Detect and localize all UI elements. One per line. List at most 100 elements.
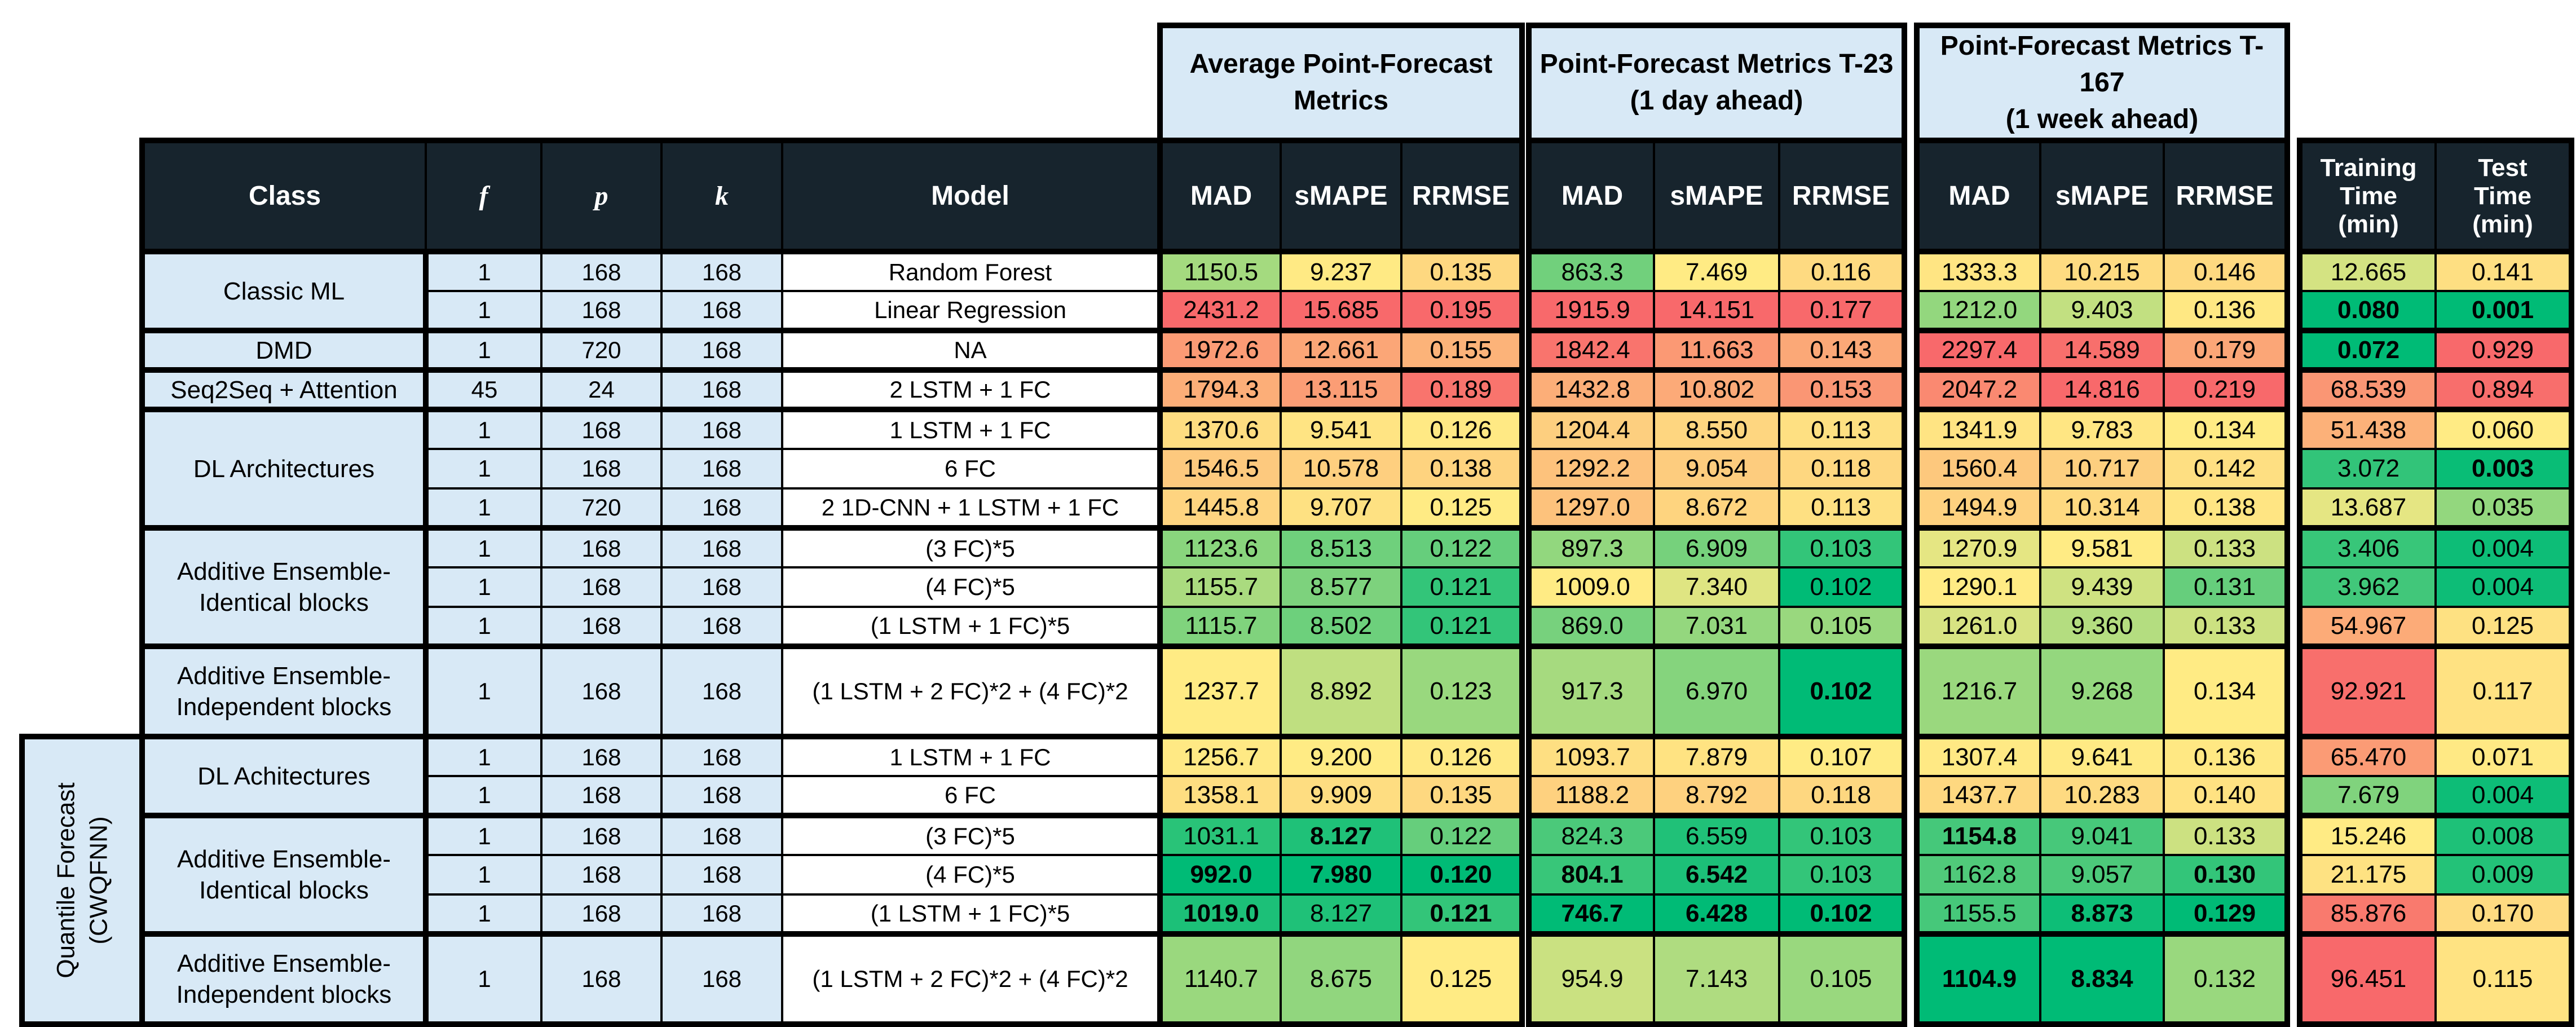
value-cell-t167-rrmse: 0.136 [2163,290,2290,332]
model-cell: Random Forest [781,249,1161,293]
value-cell-avg-rrmse: 0.155 [1400,328,1525,372]
param-cell-k: 168 [660,525,783,569]
value-cell-avg-smape: 8.502 [1280,606,1402,648]
value-cell-avg-mad: 2431.2 [1157,290,1282,332]
param-cell-f: 1 [423,290,542,332]
value-cell-t23-rrmse: 0.105 [1778,606,1907,648]
value-cell-avg-smape: 9.200 [1280,734,1402,778]
param-cell-k: 168 [660,893,783,936]
spacer [1522,488,1529,528]
spacer [1522,409,1529,449]
value-cell-t167-rrmse: 0.131 [2163,566,2290,609]
spacer [2287,370,2300,410]
spacer [1522,449,1529,489]
param-cell-f: 1 [423,566,542,609]
label-line: Independent blocks [176,981,392,1009]
spacer [2287,607,2300,647]
param-cell-p: 168 [540,606,663,648]
value-cell-t167-smape: 14.816 [2039,367,2165,411]
value-cell-t167-mad: 2297.4 [1914,328,2041,372]
param-cell-k: 168 [660,606,783,648]
label-line: Point-Forecast Metrics T-23 [1540,49,1894,80]
model-cell: 6 FC [781,775,1161,817]
class-cell: Additive Ensemble- Independent blocks [139,931,427,1027]
spacer [22,567,142,607]
param-cell-f: 1 [423,606,542,648]
spacer [2287,409,2300,449]
value-cell-t167-smape: 14.589 [2039,328,2165,372]
spacer [2287,528,2300,568]
value-cell-avg-rrmse: 0.122 [1400,813,1525,857]
value-cell-t167-rrmse: 0.146 [2163,249,2290,293]
value-cell-t23-smape: 6.542 [1653,854,1780,896]
value-cell-avg-rrmse: 0.125 [1400,931,1525,1027]
param-cell-p: 168 [540,525,663,569]
value-cell-t167-mad: 1307.4 [1914,734,2041,778]
spacer [22,25,1160,141]
value-cell-t23-rrmse: 0.113 [1778,407,1907,451]
param-cell-f: 1 [423,854,542,896]
param-cell-f: 1 [423,407,542,451]
value-cell-t23-smape: 8.672 [1653,487,1780,530]
value-cell-training-time: 51.438 [2297,407,2437,451]
spacer [1904,252,1917,292]
value-cell-t167-rrmse: 0.129 [2163,893,2290,936]
param-cell-p: 168 [540,854,663,896]
value-cell-t167-mad: 1437.7 [1914,775,2041,817]
spacer [1904,816,1917,856]
spacer [1522,737,1529,777]
value-cell-test-time: 0.894 [2434,367,2574,411]
value-cell-t23-smape: 9.054 [1653,448,1780,490]
value-cell-training-time: 7.679 [2297,775,2437,817]
value-cell-t23-mad: 1842.4 [1526,328,1655,372]
class-cell: DL Achitectures [139,734,427,817]
value-cell-avg-smape: 9.707 [1280,487,1402,530]
value-cell-training-time: 21.175 [2297,854,2437,896]
value-cell-t23-rrmse: 0.113 [1778,487,1907,530]
model-cell: (3 FC)*5 [781,813,1161,857]
value-cell-avg-mad: 1972.6 [1157,328,1282,372]
value-cell-test-time: 0.001 [2434,290,2574,332]
spacer [2287,140,2300,252]
value-cell-t23-smape: 11.663 [1653,328,1780,372]
value-cell-t167-rrmse: 0.134 [2163,407,2290,451]
value-cell-avg-rrmse: 0.121 [1400,606,1525,648]
spacer [1904,409,1917,449]
spacer [2287,776,2300,816]
spacer [1522,370,1529,410]
model-cell: (1 LSTM + 2 FC)*2 + (4 FC)*2 [781,643,1161,738]
value-cell-avg-smape: 9.909 [1280,775,1402,817]
spacer [1522,776,1529,816]
value-cell-t23-mad: 1292.2 [1526,448,1655,490]
label-line: Test [2478,153,2528,182]
quantile-forecast-rotated-text: Quantile Forecast (CWQFNN) [28,742,136,1019]
value-cell-avg-smape: 13.115 [1280,367,1402,411]
label-line: Seq2Seq + Attention [170,376,398,404]
model-cell: (1 LSTM + 1 FC)*5 [781,606,1161,648]
value-cell-t23-mad: 746.7 [1526,893,1655,936]
spacer [1522,934,1529,1025]
value-cell-t167-smape: 9.439 [2039,566,2165,609]
param-cell-f: 1 [423,643,542,738]
value-cell-t167-rrmse: 0.138 [2163,487,2290,530]
value-cell-t23-smape: 7.469 [1653,249,1780,293]
label-line: Additive Ensemble- [177,950,391,978]
spacer [22,252,142,292]
label-line: DMD [255,336,312,364]
value-cell-avg-rrmse: 0.138 [1400,448,1525,490]
value-cell-t23-mad: 897.3 [1526,525,1655,569]
page: { "colors": { "scale_min_green": "#00BB7… [19,22,2574,1027]
spacer [1522,816,1529,856]
value-cell-avg-rrmse: 0.122 [1400,525,1525,569]
value-cell-t23-smape: 7.879 [1653,734,1780,778]
value-cell-avg-smape: 8.577 [1280,566,1402,609]
col-header-p: p [540,138,663,255]
value-cell-t167-rrmse: 0.219 [2163,367,2290,411]
value-cell-t167-rrmse: 0.136 [2163,734,2290,778]
model-cell: 1 LSTM + 1 FC [781,734,1161,778]
param-cell-k: 168 [660,487,783,530]
value-cell-t167-mad: 1270.9 [1914,525,2041,569]
value-cell-test-time: 0.004 [2434,566,2574,609]
spacer [2287,567,2300,607]
value-cell-t23-mad: 1188.2 [1526,775,1655,817]
